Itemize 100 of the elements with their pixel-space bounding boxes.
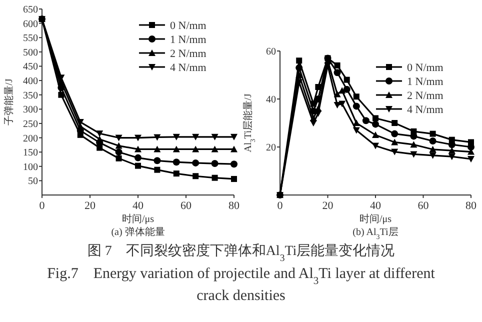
point — [96, 136, 104, 142]
point — [448, 141, 456, 148]
point — [296, 79, 303, 86]
point — [352, 127, 360, 134]
x-tick-label: 0 — [39, 200, 46, 212]
x-tick-label: 80 — [228, 200, 240, 212]
y-tick-label: 500 — [23, 47, 38, 58]
y-tick-label: 250 — [23, 118, 38, 130]
point — [211, 134, 218, 140]
caption: 图 7 不同裂纹密度下弹体和Al$_{3}$Ti层能量变化情况 — [87, 243, 395, 264]
y-axis-title: 子弹能量/J — [3, 78, 15, 126]
point — [296, 72, 303, 78]
y-tick-label: 450 — [23, 62, 38, 73]
legend-label: 2 N/mm — [170, 48, 207, 60]
point — [372, 115, 378, 122]
point — [115, 148, 122, 156]
y-tick-label: 350 — [23, 90, 38, 102]
point — [352, 120, 360, 126]
point — [230, 160, 238, 168]
point — [344, 76, 350, 83]
point — [96, 130, 104, 137]
x-tick-label: 40 — [132, 200, 144, 212]
legend-label: 0 N/mm — [170, 20, 207, 32]
point — [468, 156, 474, 162]
point — [296, 64, 303, 72]
point — [430, 130, 436, 137]
point — [173, 170, 180, 177]
y-tick-label: 40 — [266, 94, 276, 106]
x-tick-label: 60 — [418, 200, 430, 212]
point — [115, 134, 122, 142]
legend-label: 0 N/mm — [407, 62, 444, 74]
point — [154, 134, 161, 141]
y-tick-label: 300 — [23, 104, 38, 116]
point — [372, 132, 379, 138]
legend-label: 1 N/mm — [407, 76, 444, 88]
point — [429, 138, 436, 144]
point — [135, 162, 141, 169]
text: (a) 弹体能量 — [111, 226, 165, 238]
x-tick-label: 40 — [370, 200, 382, 212]
point — [154, 166, 160, 173]
point — [334, 62, 340, 68]
point — [372, 142, 379, 150]
legend-label: 4 N/mm — [407, 104, 444, 116]
point — [372, 120, 379, 128]
y-tick-label: 400 — [23, 76, 38, 88]
point — [334, 69, 341, 76]
x-tick-label: 80 — [466, 200, 477, 212]
x-axis-title: 时间/μs — [359, 213, 392, 225]
point — [134, 154, 142, 162]
point — [338, 100, 346, 108]
y-tick-label: 50 — [28, 176, 38, 188]
point — [338, 87, 346, 94]
y-tick-label: 60 — [266, 46, 276, 58]
point — [410, 141, 418, 148]
point — [353, 94, 360, 100]
point — [211, 160, 218, 168]
y-tick-label: 550 — [23, 33, 38, 44]
point — [362, 117, 370, 124]
point — [230, 134, 238, 140]
point — [429, 152, 436, 159]
point — [343, 86, 350, 93]
point — [154, 157, 161, 164]
point — [134, 134, 142, 142]
point — [429, 146, 436, 152]
point — [192, 134, 200, 140]
point — [231, 176, 237, 182]
x-tick-label: 20 — [322, 200, 334, 212]
point — [212, 174, 218, 181]
point — [134, 146, 142, 152]
y-tick-label: 100 — [23, 162, 38, 173]
point — [192, 146, 200, 152]
x-axis-title: 时间/μs — [122, 213, 154, 225]
point — [296, 58, 302, 64]
point — [448, 154, 456, 160]
point — [391, 148, 398, 156]
point — [172, 134, 180, 140]
point — [448, 147, 456, 154]
point — [310, 120, 317, 126]
x-tick-label: 60 — [180, 200, 192, 212]
point — [172, 158, 180, 166]
point — [172, 146, 180, 152]
point — [211, 146, 218, 152]
point — [334, 102, 341, 108]
point — [391, 130, 398, 138]
y-tick-label: 650 — [23, 4, 38, 16]
y-tick-label: 20 — [266, 142, 276, 154]
caption: Fig.7 Energy variation of projectile and Al$_{3}$Ti layer at different — [47, 266, 436, 286]
point — [116, 155, 122, 162]
y-tick-label: 600 — [23, 18, 38, 30]
point — [192, 159, 200, 166]
x-tick-label: 20 — [84, 200, 96, 212]
legend-label: 4 N/mm — [170, 62, 207, 74]
point — [391, 138, 398, 146]
point — [115, 142, 122, 149]
point — [192, 173, 199, 180]
x-tick-label: 0 — [277, 200, 284, 212]
y-tick-label: 200 — [23, 133, 38, 144]
y-tick-label: 150 — [23, 148, 38, 159]
text: crack densities — [196, 288, 286, 304]
point — [230, 146, 238, 152]
